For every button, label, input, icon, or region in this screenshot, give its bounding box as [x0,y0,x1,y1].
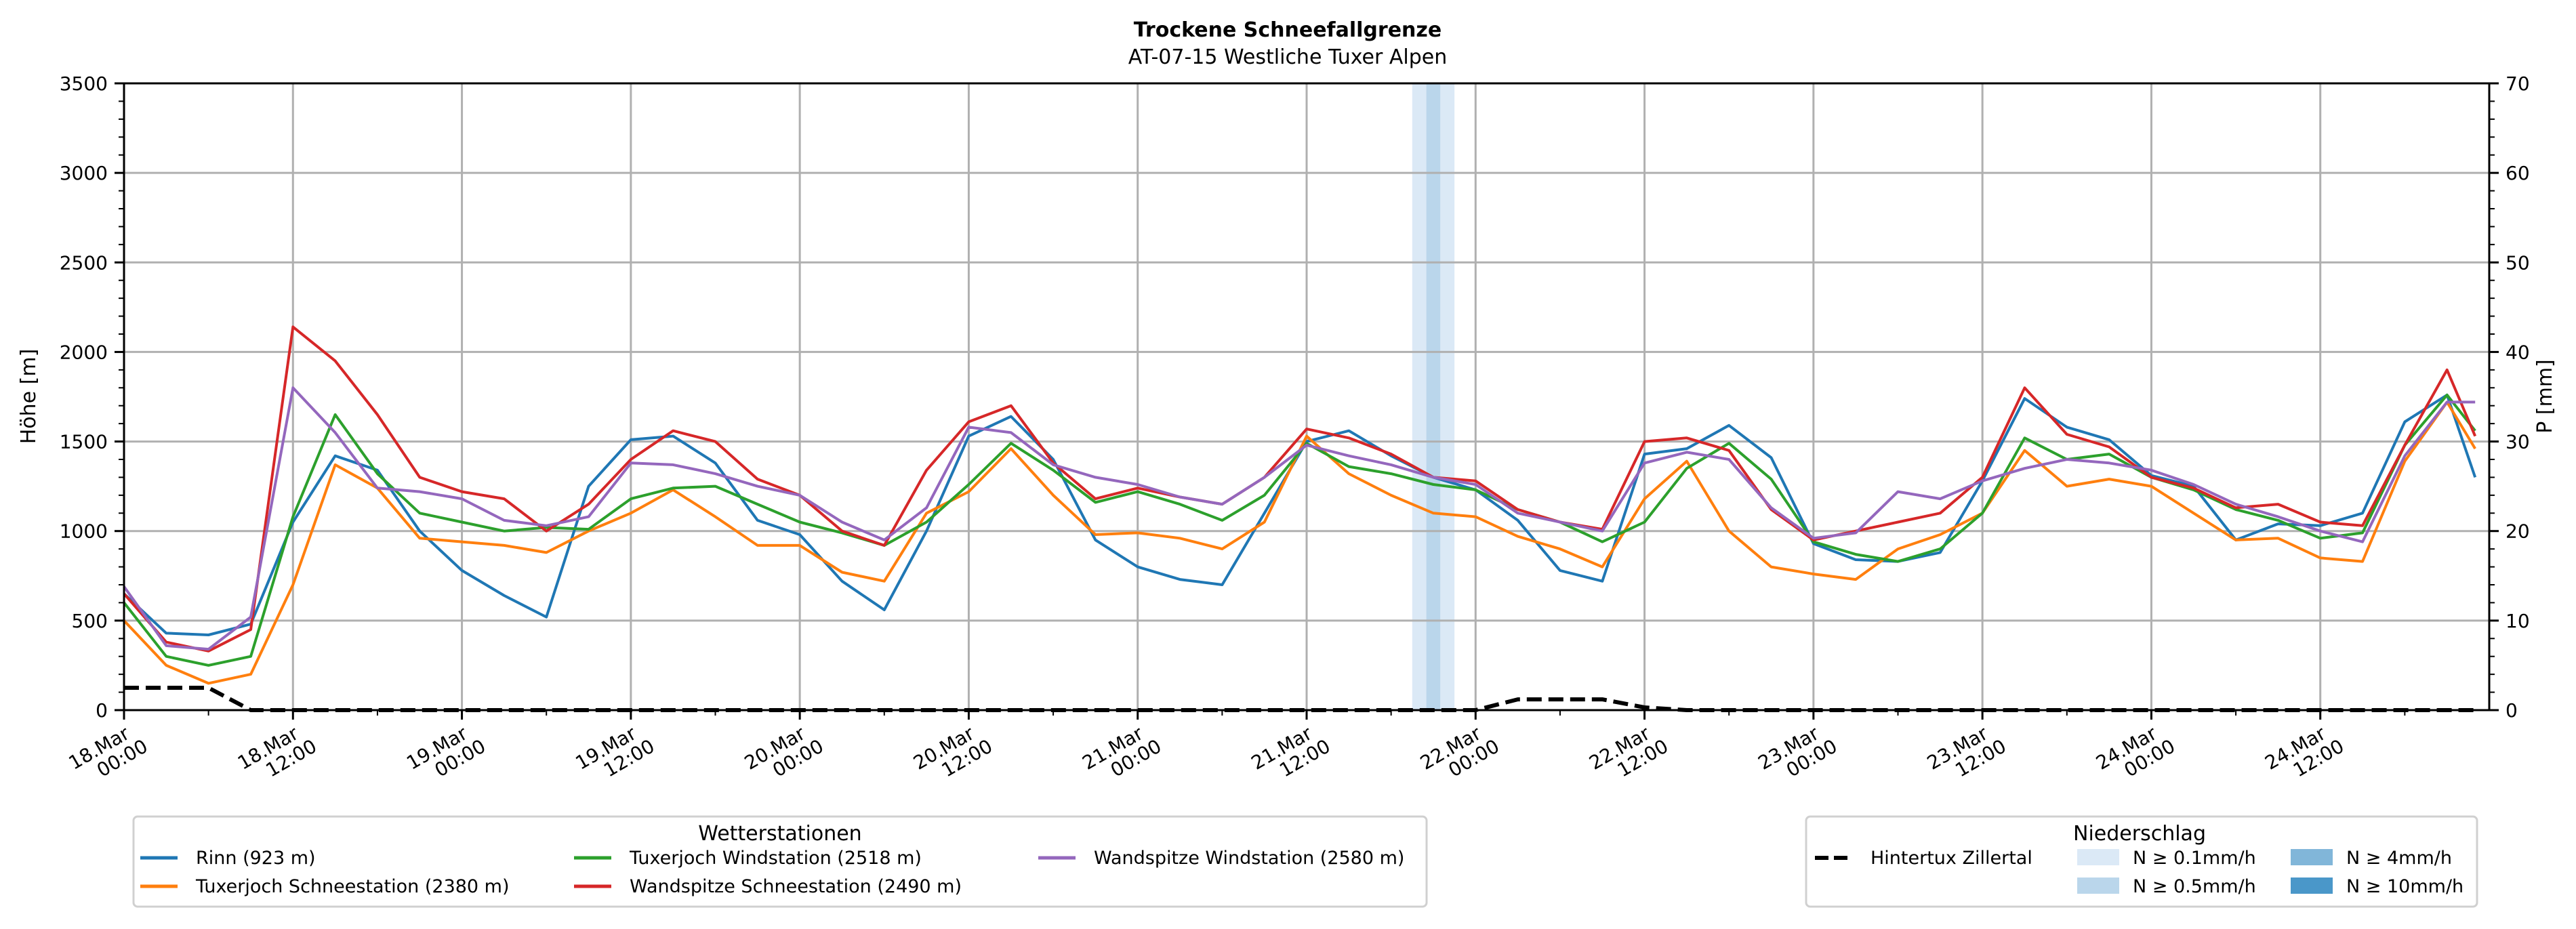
legend-wetterstationen: Wetterstationen Rinn (923 m) Tuxerjoch Sch… [132,815,1428,908]
legend-swatch [2291,849,2333,865]
legend-entry-label: Hintertux Zillertal [1870,848,2032,869]
precip-bands [1412,83,1455,710]
legend-title: Wetterstationen [698,822,861,846]
y2-tick-label: 60 [2506,162,2530,184]
y2-tick-label: 70 [2506,73,2530,95]
series-line-wandspitze-schneestation-2490-m- [123,325,2477,653]
legend-niederschlag: Niederschlag Hintertux Zillertal N ≥ 0.1mm… [1805,815,2478,908]
series-line-rinn-923-m- [123,393,2477,636]
legend-swatch [2077,849,2119,865]
series-line-wandspitze-windstation-2580-m- [123,386,2476,651]
legend-entry-label: Wandspitze Windstation (2580 m) [1094,848,1404,869]
y2-tick-label: 0 [2506,699,2518,722]
series-line-tuxerjoch-windstation-2518-m- [123,393,2476,667]
y2-tick-label: 10 [2506,610,2530,632]
legend-entry-label: Tuxerjoch Windstation (2518 m) [629,848,922,869]
series-line-tuxerjoch-schneestation-2380-m- [123,400,2476,685]
legend-entry-label: Rinn (923 m) [196,848,316,869]
y2-tick-label: 40 [2506,341,2530,363]
series-lines [123,325,2477,712]
legend-entry-label: Wandspitze Schneestation (2490 m) [630,876,962,897]
y-tick-label: 0 [96,699,108,722]
y-tick-label: 3500 [60,73,108,95]
y-axis-label: Höhe [m] [17,349,41,445]
y2-tick-label: 50 [2506,251,2530,274]
legend-entry-label: Tuxerjoch Schneestation (2380 m) [195,876,510,897]
y-tick-label: 1000 [60,520,108,543]
precip-band [1440,83,1455,710]
legend-title: Niederschlag [2073,822,2206,846]
grid [123,82,2489,711]
y-tick-label: 500 [72,610,108,632]
y-tick-label: 2500 [60,251,108,274]
legend-swatch [2291,878,2333,894]
y-tick-label: 3000 [60,162,108,184]
precip-band [1412,83,1427,710]
precip-band [1426,83,1441,710]
y-tick-label: 1500 [60,431,108,453]
legend-entry-label: N ≥ 0.1mm/h [2133,848,2256,869]
y-tick-label: 2000 [60,341,108,363]
y2-tick-label: 30 [2506,431,2530,453]
legend-swatch [2077,878,2119,894]
legend-entry-label: N ≥ 4mm/h [2346,848,2452,869]
axes: 0 500 1000 1500 2000 2500 3000 3500 0 10 20 30 40 50 6… [60,73,2530,781]
chart-title: Trockene Schneefallgrenze [1134,18,1442,42]
legend-entry-label: N ≥ 0.5mm/h [2133,876,2256,897]
y2-tick-label: 20 [2506,520,2530,543]
legend-entry-label: N ≥ 10mm/h [2346,876,2463,897]
y2-axis-label: P [mm] [2533,359,2557,433]
legend-frame [132,815,1428,908]
series-line-hintertux-zillertal [124,686,2476,712]
chart-subtitle: AT-07-15 Westliche Tuxer Alpen [1128,45,1448,69]
